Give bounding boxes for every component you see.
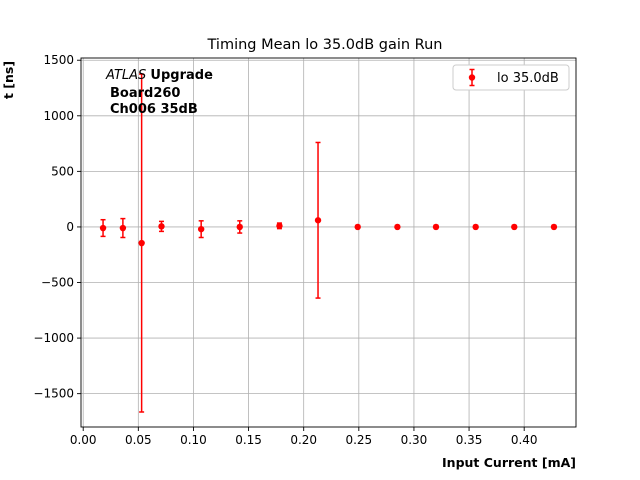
legend-label: lo 35.0dB bbox=[497, 71, 559, 86]
x-tick-label: 0.00 bbox=[70, 433, 97, 447]
y-axis-ticks: −1500 −1000 −500 0 500 1000 1500 bbox=[33, 53, 81, 401]
annotation-line-1: ATLAS Upgrade bbox=[105, 68, 213, 83]
data-point bbox=[472, 223, 479, 231]
x-tick-label: 0.40 bbox=[511, 433, 538, 447]
data-point bbox=[354, 223, 361, 231]
x-tick-label: 0.25 bbox=[345, 433, 372, 447]
x-tick-label: 0.35 bbox=[456, 433, 483, 447]
x-tick-label: 0.10 bbox=[180, 433, 207, 447]
data-point bbox=[511, 223, 518, 231]
y-tick-label: −500 bbox=[41, 276, 74, 290]
x-tick-label: 0.15 bbox=[235, 433, 262, 447]
y-tick-label: −1000 bbox=[33, 331, 74, 345]
y-tick-label: 0 bbox=[66, 220, 74, 234]
data-point bbox=[99, 224, 107, 232]
plot-frame bbox=[80, 57, 577, 428]
y-tick-label: 500 bbox=[51, 164, 74, 178]
data-point bbox=[158, 223, 165, 230]
annotation-line-2: Board260 bbox=[110, 86, 180, 101]
chart-title: Timing Mean lo 35.0dB gain Run bbox=[207, 37, 443, 53]
y-tick-label: 1000 bbox=[43, 109, 74, 123]
data-point bbox=[138, 239, 145, 247]
y-tick-label: −1500 bbox=[33, 387, 74, 401]
data-point bbox=[432, 223, 440, 231]
y-axis-label: t [ns] bbox=[1, 61, 16, 99]
annotation-atlas: ATLAS bbox=[105, 68, 146, 83]
legend: lo 35.0dB bbox=[452, 64, 570, 91]
data-point bbox=[314, 217, 322, 224]
x-axis-label: Input Current [mA] bbox=[442, 455, 576, 470]
annotation-upgrade: Upgrade bbox=[150, 68, 213, 83]
data-point bbox=[394, 223, 401, 231]
x-axis-ticks: 0.00 0.05 0.10 0.15 0.20 0.25 0.30 0.35 0.40 bbox=[70, 427, 538, 447]
series-layer bbox=[99, 73, 558, 413]
y-tick-label: 1500 bbox=[43, 53, 74, 67]
x-tick-label: 0.20 bbox=[290, 433, 317, 447]
grid bbox=[81, 58, 576, 427]
legend-marker bbox=[468, 74, 476, 81]
legend-box bbox=[452, 64, 570, 91]
annotation-line-3: Ch006 35dB bbox=[110, 102, 198, 117]
data-point bbox=[550, 223, 558, 231]
x-tick-label: 0.30 bbox=[401, 433, 428, 447]
data-point bbox=[236, 223, 243, 231]
x-tick-label: 0.05 bbox=[125, 433, 152, 447]
data-point bbox=[276, 222, 283, 230]
data-point bbox=[119, 224, 127, 232]
data-point bbox=[197, 225, 205, 233]
